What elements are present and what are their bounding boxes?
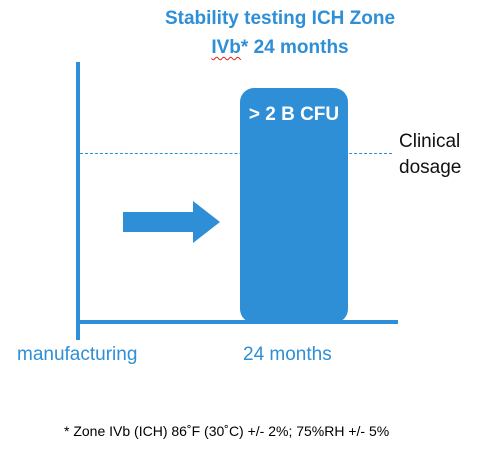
clinical-dosage-label: Clinical dosage [399,129,461,181]
title-zone-code: IVb [211,37,241,58]
bar-label: > 2 B CFU [248,104,340,125]
title-line-1: Stability testing ICH Zone [164,8,396,29]
footnote: * Zone IVb (ICH) 86˚F (30˚C) +/- 2%; 75%… [64,423,390,439]
title-line-2: IVb* 24 months [140,33,420,62]
x-axis-line [76,320,398,324]
x-label-24-months: 24 months [243,344,332,365]
right-arrow-icon [123,201,220,243]
clinical-label-line-1: Clinical [399,131,461,152]
y-axis-line [76,62,80,340]
diagram-title: Stability testing ICH Zone IVb* 24 month… [140,4,420,62]
clinical-dosage-dashed-line [80,153,392,154]
title-line-2-rest: * 24 months [240,37,349,58]
cfu-bar [240,88,348,323]
x-label-manufacturing: manufacturing [17,344,138,365]
clinical-label-line-2: dosage [399,157,462,178]
